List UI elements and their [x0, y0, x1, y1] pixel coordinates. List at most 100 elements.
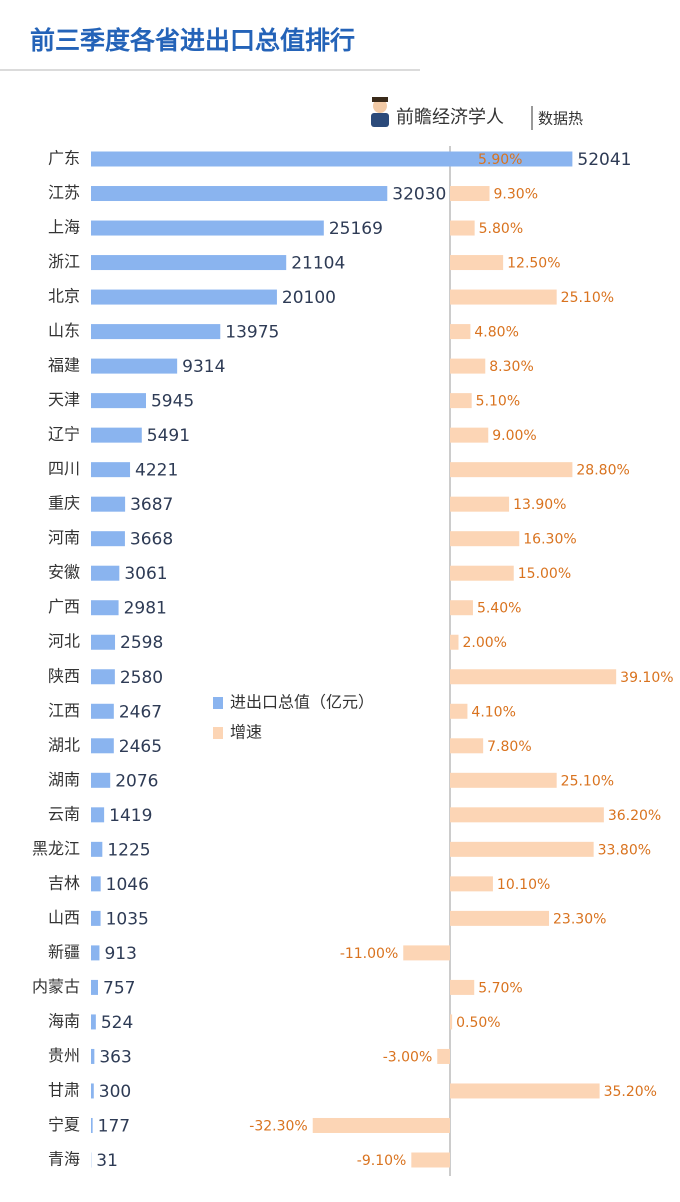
- category-label: 浙江: [48, 252, 80, 271]
- category-label: 甘肃: [48, 1080, 80, 1099]
- category-label: 天津: [48, 390, 80, 409]
- value-bar: [91, 496, 126, 512]
- value-bar: [91, 600, 119, 616]
- legend-label: 进出口总值（亿元）: [230, 693, 374, 712]
- value-label: 300: [99, 1082, 131, 1102]
- growth-label: 33.80%: [598, 842, 651, 858]
- value-bar: [91, 427, 142, 443]
- category-label: 陕西: [48, 666, 80, 685]
- category-label: 重庆: [48, 494, 80, 513]
- growth-label: 12.50%: [507, 256, 560, 272]
- category-label: 安徽: [48, 563, 80, 582]
- category-label: 云南: [48, 804, 80, 823]
- growth-label: 5.70%: [478, 980, 522, 996]
- growth-bar: [450, 1014, 453, 1030]
- growth-bar: [450, 634, 459, 650]
- value-label: 2076: [115, 771, 158, 791]
- value-bar: [91, 186, 388, 202]
- value-label: 3687: [130, 495, 173, 515]
- value-label: 2598: [120, 633, 163, 653]
- growth-label: 9.30%: [494, 187, 538, 203]
- growth-label: -3.00%: [383, 1049, 433, 1065]
- growth-label: 5.80%: [479, 221, 523, 237]
- category-label: 吉林: [48, 873, 80, 892]
- value-label: 913: [104, 944, 136, 964]
- growth-label: 4.80%: [474, 325, 518, 341]
- value-bar: [91, 151, 573, 167]
- growth-bar: [450, 427, 489, 443]
- value-label: 1225: [107, 840, 150, 860]
- value-label: 21104: [291, 254, 345, 274]
- brand-icon: [371, 97, 389, 127]
- value-label: 363: [99, 1047, 131, 1067]
- legend-swatch: [213, 697, 223, 709]
- growth-bar: [450, 531, 520, 547]
- growth-label: 4.10%: [471, 704, 515, 720]
- value-label: 5945: [151, 392, 194, 412]
- growth-label: -11.00%: [340, 946, 398, 962]
- growth-bar: [450, 393, 472, 409]
- growth-label: 28.80%: [576, 463, 629, 479]
- growth-bar: [450, 772, 557, 788]
- value-bar: [91, 255, 287, 271]
- value-label: 3668: [130, 530, 173, 550]
- growth-bar: [437, 1048, 450, 1064]
- value-label: 32030: [392, 185, 446, 205]
- growth-label: -32.30%: [249, 1118, 307, 1134]
- growth-bar: [403, 945, 450, 961]
- value-label: 524: [101, 1013, 133, 1033]
- growth-bar: [450, 496, 510, 512]
- growth-bar: [450, 255, 504, 271]
- value-bar: [91, 565, 120, 581]
- value-bar: [91, 220, 324, 236]
- value-bar: [91, 807, 105, 823]
- value-label: 31: [96, 1151, 118, 1171]
- value-bar: [91, 1014, 96, 1030]
- growth-label: 2.00%: [463, 635, 507, 651]
- category-label: 内蒙古: [32, 977, 80, 996]
- value-bar: [91, 772, 111, 788]
- value-label: 2580: [120, 668, 163, 688]
- growth-label: 13.90%: [513, 497, 566, 513]
- value-bar: [91, 393, 146, 409]
- category-label: 黑龙江: [32, 839, 80, 858]
- value-bar: [91, 669, 115, 685]
- growth-label: 5.40%: [477, 601, 521, 617]
- growth-label: 10.10%: [497, 877, 550, 893]
- growth-label: 5.10%: [476, 394, 520, 410]
- brand-tag: 数据热: [538, 110, 583, 128]
- growth-label: 5.90%: [478, 152, 522, 168]
- legend-swatch: [213, 727, 223, 739]
- value-label: 3061: [124, 564, 167, 584]
- growth-label: 35.20%: [604, 1084, 657, 1100]
- value-label: 1035: [106, 909, 149, 929]
- growth-bar: [450, 807, 604, 823]
- value-label: 1046: [106, 875, 149, 895]
- value-label: 2467: [119, 702, 162, 722]
- growth-label: 39.10%: [620, 670, 673, 686]
- growth-label: 25.10%: [561, 290, 614, 306]
- value-label: 4221: [135, 461, 178, 481]
- value-bar: [91, 703, 114, 719]
- growth-bar: [450, 220, 475, 236]
- category-label: 海南: [48, 1011, 80, 1030]
- growth-label: 36.20%: [608, 808, 661, 824]
- category-label: 福建: [48, 356, 80, 375]
- value-label: 25169: [329, 219, 383, 239]
- growth-label: 7.80%: [487, 739, 531, 755]
- value-label: 2981: [124, 599, 167, 619]
- growth-label: 23.30%: [553, 911, 606, 927]
- value-label: 757: [103, 978, 135, 998]
- category-label: 新疆: [48, 942, 80, 961]
- value-bar: [91, 358, 178, 374]
- value-bar: [91, 841, 103, 857]
- value-bar: [91, 1117, 93, 1133]
- category-label: 广东: [48, 149, 80, 168]
- growth-bar: [450, 186, 490, 202]
- chart-title: 前三季度各省进出口总值排行: [30, 26, 355, 55]
- value-bar: [91, 462, 131, 478]
- value-bar: [91, 945, 100, 961]
- category-label: 宁夏: [48, 1115, 80, 1134]
- value-bar: [91, 876, 101, 892]
- value-bar: [91, 531, 125, 547]
